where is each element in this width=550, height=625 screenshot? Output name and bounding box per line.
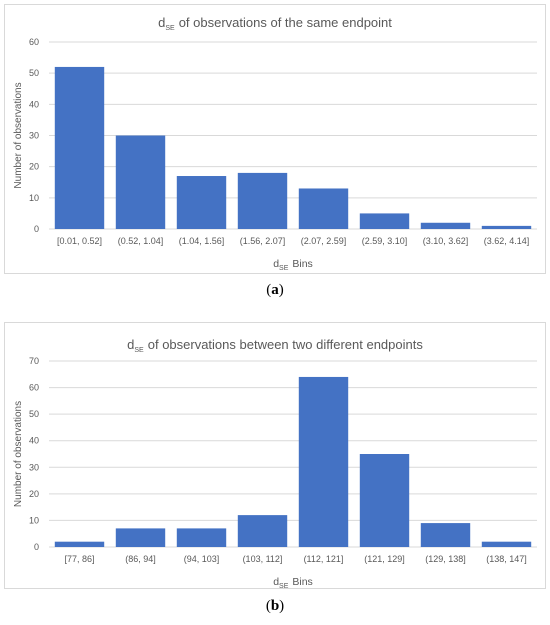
bar-1 [115,135,166,229]
y-tick-label-3: 30 [29,131,39,141]
bar-1 [115,528,166,547]
y-tick-label-3: 30 [29,462,39,472]
x-tick-label-3: (1.56, 2.07] [240,236,286,246]
y-tick-label-5: 50 [29,409,39,419]
caption-b-letter: b [270,598,280,614]
chart-title-rest: of observations between two different en… [148,337,424,352]
chart-title: dSE of observations between two different… [127,337,423,354]
x-axis-label: dSE Bins [273,576,313,588]
plot-area: 0 10 20 30 40 50 60 [0.01, 0.52] (0.52, 1.04] (1.… [29,37,537,246]
y-tick-label-2: 20 [29,489,39,499]
caption-a: (a) [0,282,550,299]
y-tick-label-0: 0 [34,542,39,552]
caption-b-close: ) [279,598,285,614]
y-tick-label-7: 70 [29,356,39,366]
y-axis-label: Number of observations [13,401,24,507]
x-axis-label-sub: SE [279,583,289,588]
x-tick-label-5: (121, 129] [364,554,405,564]
bar-7 [481,541,532,547]
x-tick-label-6: (3.10, 3.62] [423,236,469,246]
y-tick-label-4: 40 [29,436,39,446]
caption-a-letter: a [271,282,279,298]
x-axis-label-main: d [273,258,279,270]
chart-title: dSE of observations of the same endpoint [158,15,392,32]
bar-5 [359,454,410,547]
y-tick-label-4: 40 [29,99,39,109]
caption-b-open: ( [265,598,271,614]
chart-title-sub: SE [165,25,175,32]
x-axis-label: dSE Bins [273,258,313,272]
bar-7 [481,225,532,229]
bar-chart-a: 0 10 20 30 40 50 60 [0.01, 0.52] (0.52, 1.04] (1.… [13,15,537,272]
plot-area: 0 10 20 30 40 50 60 70 [77, 86] (86, 94] (94, 103]… [29,356,537,564]
chart-title-main: d [127,337,134,352]
y-tick-label-6: 60 [29,383,39,393]
x-axis-label-rest: Bins [292,258,312,270]
caption-a-close: ) [278,282,284,298]
chart-title-main: d [158,15,165,30]
bar-chart-b: 0 10 20 30 40 50 60 70 [77, 86] (86, 94] (94, 103]… [13,337,537,588]
x-tick-label-0: [0.01, 0.52] [57,236,102,246]
y-tick-label-2: 20 [29,162,39,172]
bar-2 [176,176,227,229]
y-tick-label-1: 10 [29,515,39,525]
x-tick-label-7: (3.62, 4.14] [484,236,530,246]
chart-title-sub: SE [134,347,144,354]
x-tick-label-7: (138, 147] [486,554,527,564]
bar-2 [176,528,227,547]
x-tick-label-2: (94, 103] [184,554,220,564]
x-axis-label-sub: SE [279,265,289,272]
y-axis-label: Number of observations [13,82,24,188]
y-tick-label-1: 10 [29,193,39,203]
x-tick-label-6: (129, 138] [425,554,466,564]
y-tick-label-6: 60 [29,37,39,47]
bar-4 [298,188,349,229]
x-axis-label-rest: Bins [292,576,312,588]
x-tick-label-4: (112, 121] [304,554,344,564]
bar-6 [420,222,471,229]
bar-0 [54,66,105,229]
x-tick-label-1: (86, 94] [125,554,156,564]
y-tick-label-5: 50 [29,68,39,78]
x-tick-label-1: (0.52, 1.04] [118,236,164,246]
chart-panel-b: 0 10 20 30 40 50 60 70 [77, 86] (86, 94] (94, 103]… [4,322,546,589]
x-axis-label-main: d [273,576,279,588]
caption-a-open: ( [266,282,272,298]
x-tick-label-3: (103, 112] [243,554,283,564]
bar-4 [298,376,349,547]
x-tick-label-4: (2.07, 2.59] [301,236,347,246]
x-tick-label-0: [77, 86] [64,554,94,564]
x-tick-label-2: (1.04, 1.56] [179,236,225,246]
x-tick-label-5: (2.59, 3.10] [362,236,408,246]
bar-5 [359,213,410,229]
bar-0 [54,541,105,547]
bar-3 [237,515,288,547]
y-tick-label-0: 0 [34,224,39,234]
chart-panel-a: 0 10 20 30 40 50 60 [0.01, 0.52] (0.52, 1.04] (1.… [4,4,546,274]
chart-title-rest: of observations of the same endpoint [179,15,393,30]
caption-b: (b) [0,598,550,615]
bar-3 [237,172,288,229]
bar-6 [420,523,471,547]
